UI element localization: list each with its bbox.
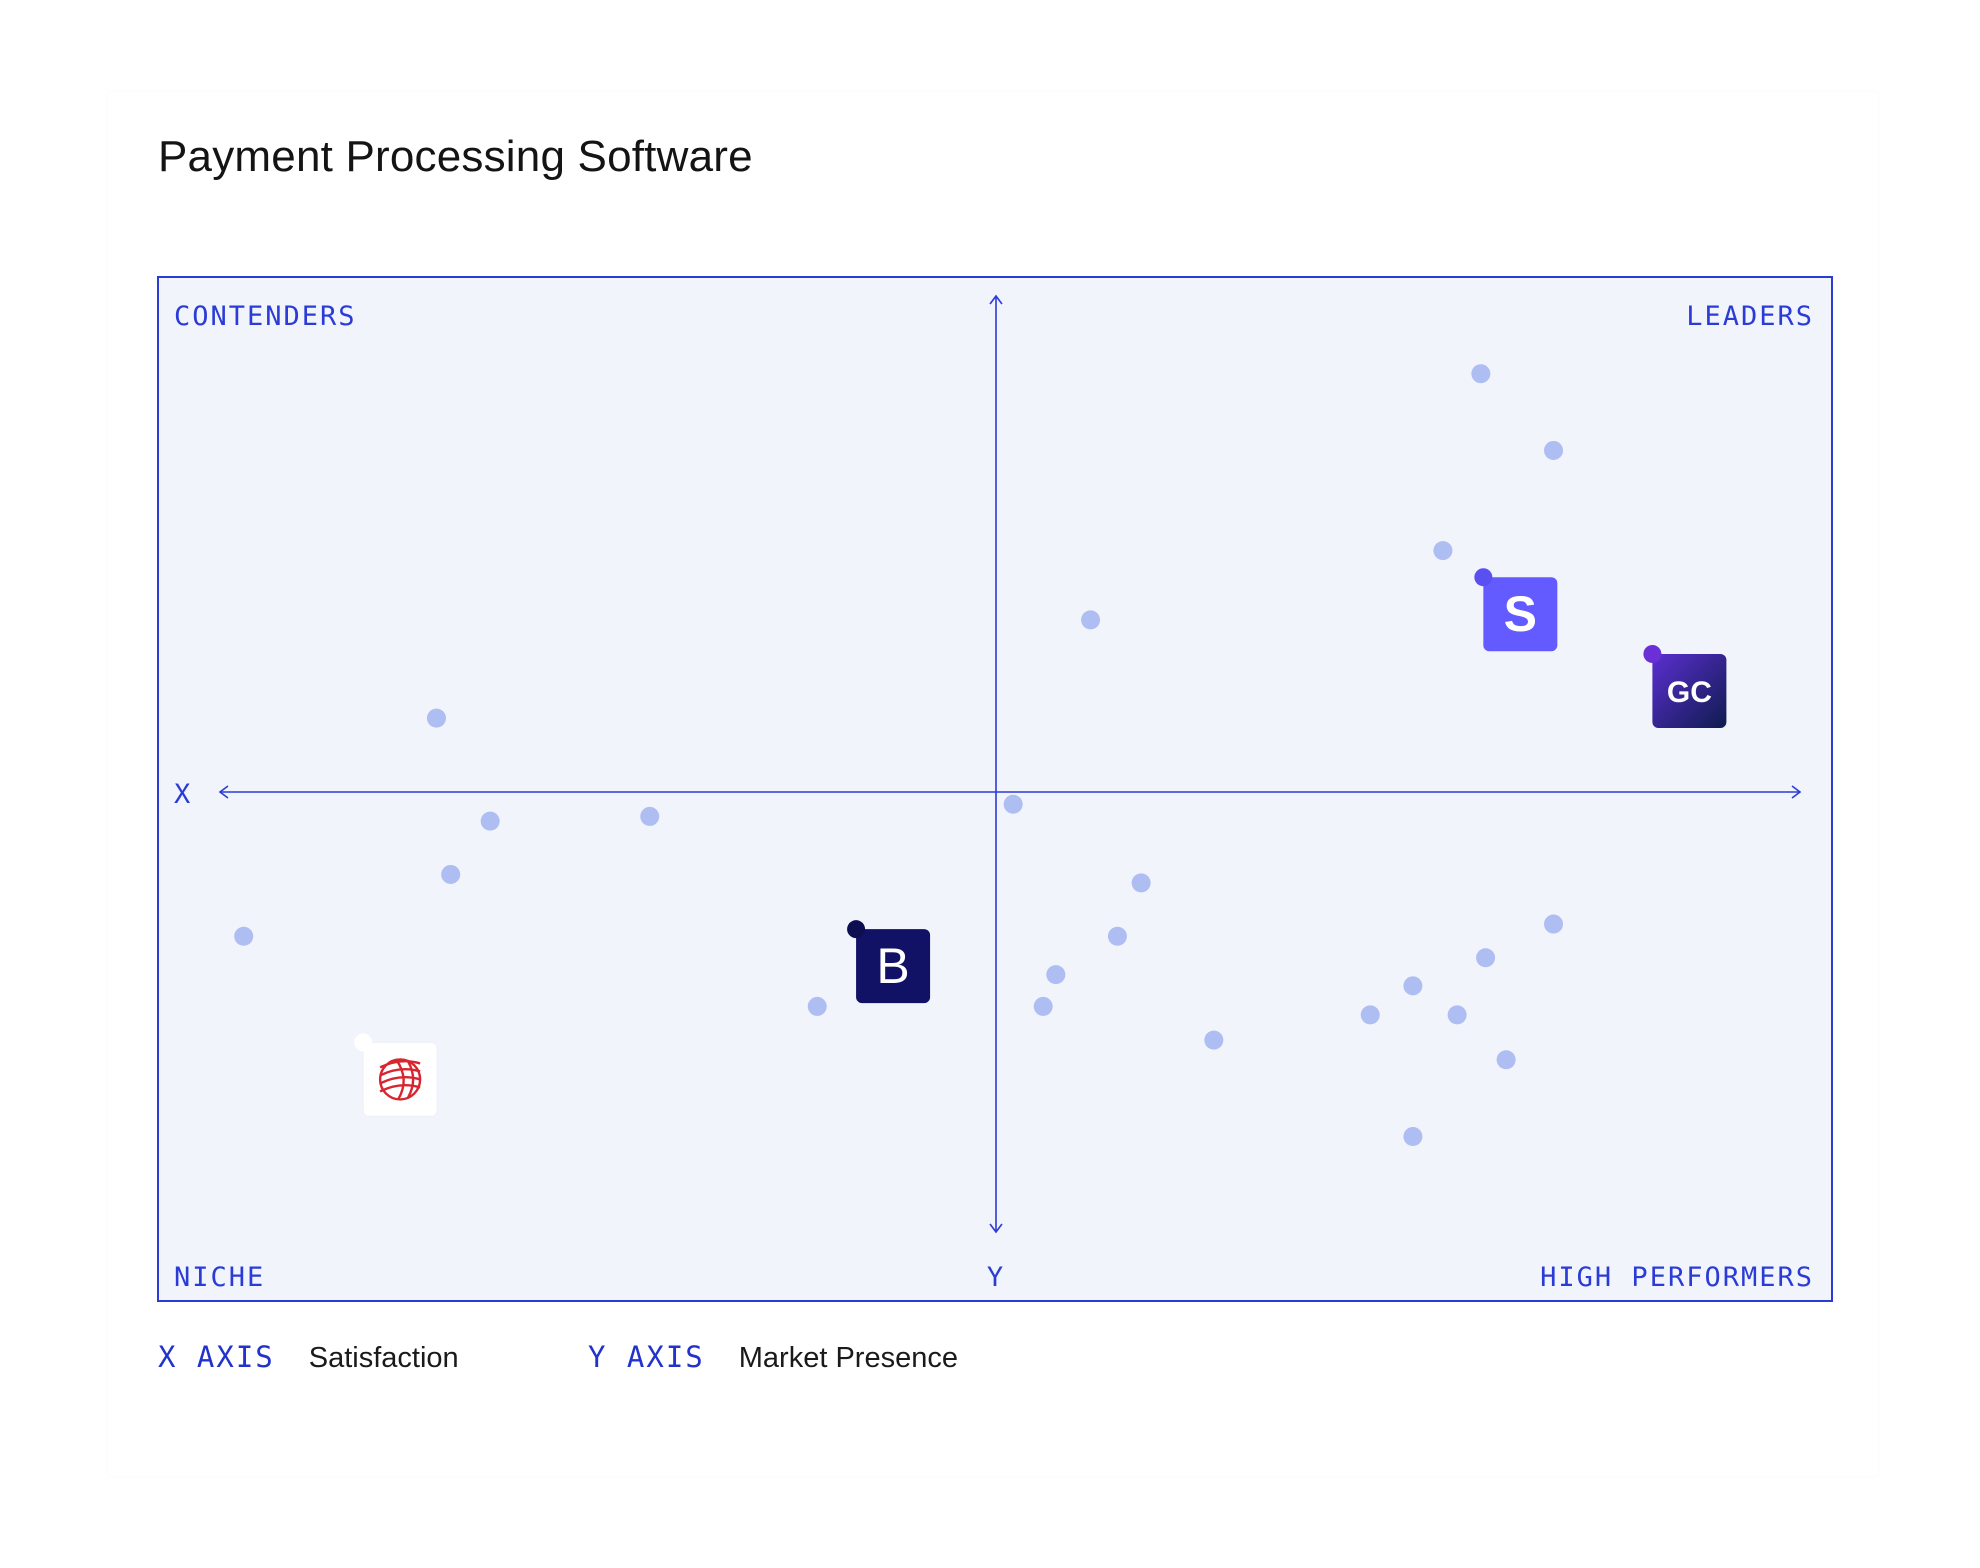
vendor-glyph: GC bbox=[1667, 676, 1712, 709]
legend-x-axis-value: Satisfaction bbox=[308, 1342, 459, 1374]
data-point[interactable] bbox=[1433, 541, 1453, 561]
vendor-marker-worldpay[interactable] bbox=[354, 1033, 438, 1117]
chart-title: Payment Processing Software bbox=[158, 132, 753, 181]
data-point[interactable] bbox=[1003, 794, 1023, 814]
vendor-pin bbox=[354, 1033, 373, 1052]
data-point[interactable] bbox=[1081, 610, 1101, 630]
data-point[interactable] bbox=[1131, 873, 1151, 893]
vendor-pin bbox=[847, 920, 866, 939]
data-point[interactable] bbox=[1447, 1005, 1467, 1025]
vendor-logo-bg bbox=[362, 1041, 438, 1117]
data-point[interactable] bbox=[1360, 1005, 1380, 1025]
quadrant-label-niche: NICHE bbox=[174, 1262, 265, 1293]
vendor-logo-bg bbox=[856, 929, 931, 1004]
vendor-glyph: B bbox=[876, 938, 909, 994]
data-point[interactable] bbox=[1544, 914, 1564, 934]
vendor-logo-bg bbox=[1652, 653, 1727, 728]
data-point[interactable] bbox=[1476, 948, 1496, 968]
data-points bbox=[234, 364, 1564, 1147]
vendor-pin bbox=[1643, 644, 1662, 663]
y-axis-arrow-bottom bbox=[989, 1223, 1003, 1234]
quadrant-label-high-performers: HIGH PERFORMERS bbox=[1540, 1262, 1814, 1293]
data-point[interactable] bbox=[640, 806, 660, 826]
axes bbox=[218, 294, 1802, 1234]
x-axis-marker: X bbox=[174, 779, 192, 810]
data-point[interactable] bbox=[807, 996, 827, 1016]
data-point[interactable] bbox=[1471, 364, 1491, 384]
x-axis-arrow-left bbox=[218, 785, 229, 799]
vendor-marker-gocardless[interactable]: GC bbox=[1643, 644, 1727, 728]
data-point[interactable] bbox=[1544, 440, 1564, 460]
legend-y-axis-label: Y AXIS bbox=[588, 1340, 705, 1374]
data-point[interactable] bbox=[1403, 1127, 1423, 1147]
legend-x: X AXIS Satisfaction bbox=[158, 1340, 459, 1375]
data-point[interactable] bbox=[1107, 926, 1127, 946]
data-point[interactable] bbox=[234, 926, 254, 946]
data-point[interactable] bbox=[1204, 1030, 1224, 1050]
data-point[interactable] bbox=[480, 811, 500, 831]
plot-area bbox=[157, 276, 1833, 1302]
vendor-glyph: S bbox=[1504, 586, 1537, 642]
vendor-logo-bg bbox=[1483, 577, 1558, 652]
data-point[interactable] bbox=[1033, 996, 1053, 1016]
data-point[interactable] bbox=[426, 708, 446, 728]
data-point[interactable] bbox=[441, 864, 461, 884]
data-point[interactable] bbox=[1046, 965, 1066, 985]
y-axis-arrow-top bbox=[989, 294, 1003, 305]
quadrant-label-contenders: CONTENDERS bbox=[174, 301, 357, 332]
vendor-markers: S GC B bbox=[354, 568, 1727, 1117]
data-point[interactable] bbox=[1496, 1050, 1516, 1070]
data-point[interactable] bbox=[1403, 976, 1423, 996]
legend-y: Y AXIS Market Presence bbox=[588, 1340, 958, 1375]
worldpay-globe-icon bbox=[378, 1058, 422, 1101]
legend-x-axis-label: X AXIS bbox=[158, 1340, 275, 1374]
legend-y-axis-value: Market Presence bbox=[738, 1342, 958, 1374]
x-axis-arrow-right bbox=[1791, 785, 1802, 799]
vendor-marker-braintree[interactable]: B bbox=[847, 920, 931, 1004]
vendor-marker-stripe[interactable]: S bbox=[1474, 568, 1558, 652]
quadrant-label-leaders: LEADERS bbox=[1686, 301, 1814, 332]
vendor-pin bbox=[1474, 568, 1493, 587]
y-axis-marker: Y bbox=[987, 1262, 1005, 1293]
